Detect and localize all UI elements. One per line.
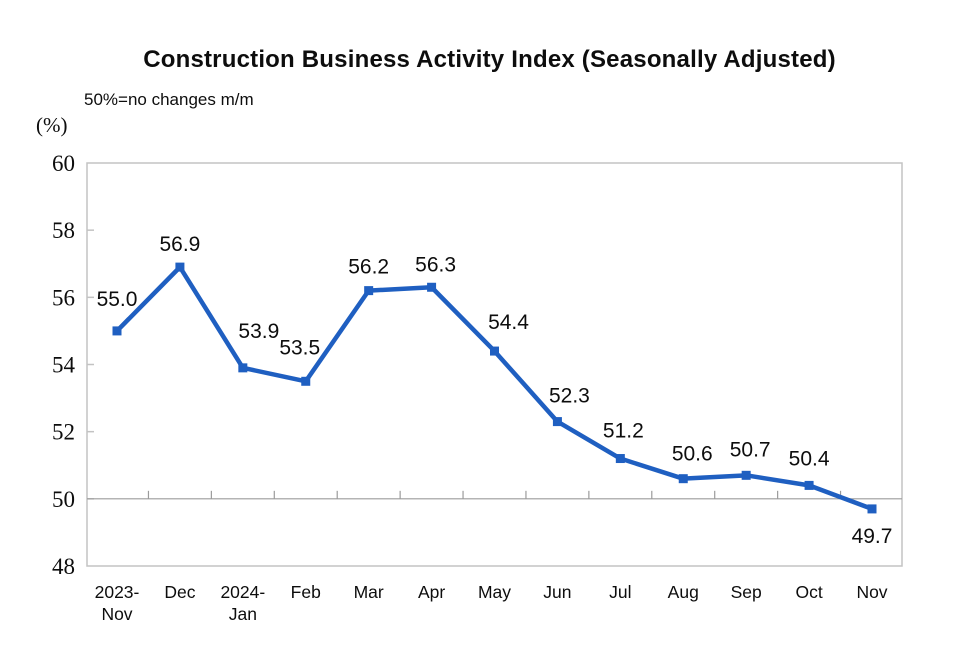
x-tick-label: Dec (164, 582, 195, 602)
data-point-marker (112, 326, 122, 336)
x-tick-label: Nov (856, 582, 887, 602)
x-tick-label: May (478, 582, 511, 602)
y-tick-label: 54 (52, 353, 76, 378)
data-point-label: 49.7 (852, 525, 893, 548)
x-tick-label: Aug (668, 582, 699, 602)
x-tick-label: Jun (543, 582, 571, 602)
data-point-marker (427, 282, 437, 292)
data-point-marker (678, 474, 688, 484)
y-tick-label: 52 (52, 420, 75, 445)
data-point-marker (804, 480, 814, 490)
data-point-marker (867, 504, 877, 514)
data-point-marker (490, 346, 499, 356)
y-axis-unit-label: (%) (36, 113, 68, 137)
data-point-label: 54.4 (488, 311, 529, 334)
data-point-label: 52.3 (549, 385, 590, 408)
x-tick-label: Nov (101, 604, 132, 624)
x-tick-label: Feb (291, 582, 321, 602)
data-point-label: 53.5 (279, 336, 320, 359)
y-tick-label: 50 (52, 487, 75, 512)
data-point-marker (175, 262, 185, 272)
y-tick-label: 56 (52, 285, 75, 310)
chart-title: Construction Business Activity Index (Se… (143, 46, 836, 73)
x-tick-label: Jul (609, 582, 631, 602)
data-point-marker (615, 454, 625, 464)
x-tick-label: Mar (354, 582, 384, 602)
data-point-label: 53.9 (238, 320, 279, 343)
plot-frame (86, 162, 903, 567)
x-tick-label: Jan (229, 604, 257, 624)
series-line (114, 264, 875, 512)
data-point-label: 56.2 (348, 256, 389, 279)
x-tick-label: 2024- (220, 582, 265, 602)
data-point-label: 56.3 (415, 253, 456, 276)
x-tick-label: 2023- (95, 582, 140, 602)
x-tick-label: Apr (418, 582, 445, 602)
y-tick-label: 60 (52, 151, 75, 176)
data-point-label: 50.6 (672, 443, 713, 466)
data-point-marker (238, 363, 248, 373)
data-point-marker (364, 286, 374, 296)
data-point-marker (552, 417, 562, 427)
chart-subtitle: 50%=no changes m/m (84, 90, 254, 109)
data-point-label: 50.4 (789, 447, 830, 470)
data-point-marker (301, 376, 311, 386)
y-tick-label: 48 (52, 554, 75, 579)
data-point-label: 56.9 (159, 233, 200, 256)
data-point-label: 51.2 (603, 420, 644, 443)
data-point-marker (741, 470, 751, 480)
y-tick-label: 58 (52, 218, 75, 243)
x-tick-label: Sep (731, 582, 762, 602)
data-point-label: 50.7 (730, 438, 771, 461)
data-point-label: 55.0 (97, 288, 138, 311)
x-tick-label: Oct (795, 582, 822, 602)
